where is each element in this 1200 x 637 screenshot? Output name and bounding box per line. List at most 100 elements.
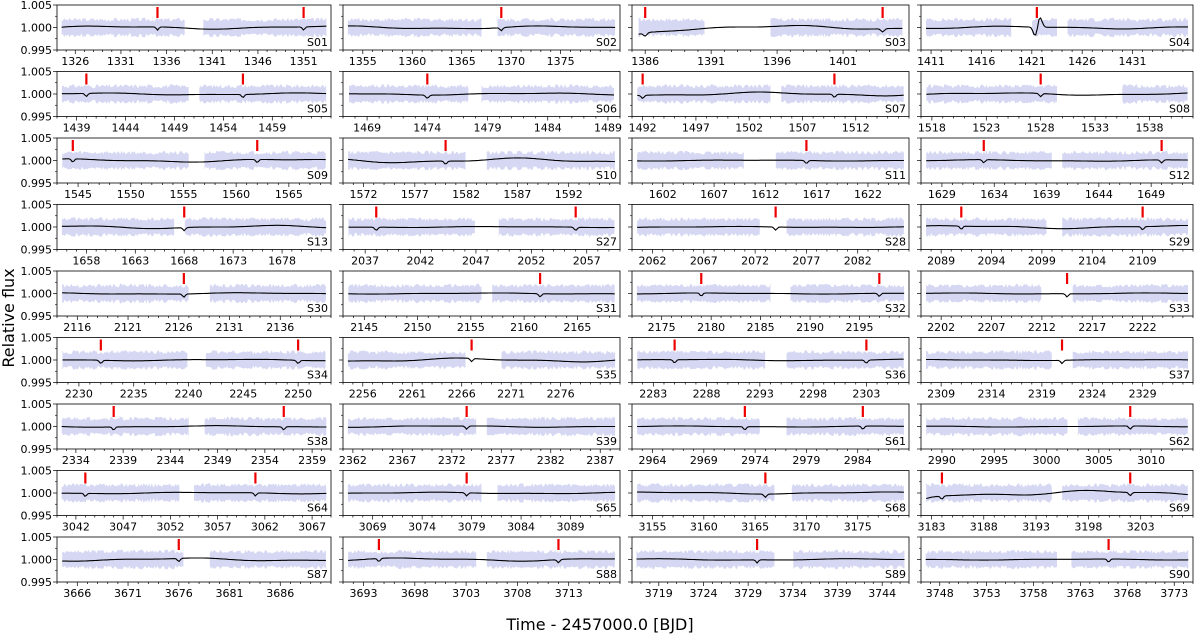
x-tick-label: 1484: [534, 122, 562, 135]
model-flux-line: [637, 225, 904, 231]
x-tick-label: 2339: [109, 454, 137, 467]
y-axis: [628, 337, 632, 383]
sector-label: S33: [1169, 302, 1190, 315]
x-tick-label: 2121: [114, 321, 142, 334]
model-flux-line: [636, 292, 905, 298]
x-tick-label: 1459: [258, 122, 286, 135]
model-flux-line: [637, 159, 904, 164]
x-tick-label: 3703: [452, 587, 480, 600]
x-tick-label: 2230: [65, 388, 93, 401]
sector-label: S02: [596, 36, 617, 49]
x-tick-label: 1386: [631, 55, 659, 68]
y-axis: [917, 204, 921, 250]
x-tick-label: 3170: [792, 521, 820, 534]
y-tick-label: 0.995: [21, 576, 53, 589]
y-axis: [339, 71, 343, 117]
y-tick-label: 1.005: [21, 465, 53, 478]
y-axis: [628, 4, 632, 51]
raw-flux-segment: [184, 217, 327, 237]
y-tick-label: 1.000: [21, 88, 53, 101]
sector-label: S38: [307, 435, 328, 448]
panel-s87: 3666 3671 3676 3681 3686 0.995 1.000 1.005 S87: [21, 531, 332, 600]
x-tick-label: 1617: [803, 188, 831, 201]
panel-s32: 2175 2180 2185 2190 2195 S32: [628, 270, 910, 334]
x-axis: 1658 1663 1668 1673 1678: [56, 249, 332, 268]
y-axis: 0.995 1.000 1.005: [21, 398, 57, 456]
x-axis: 2964 2969 2974 2979 2984: [631, 449, 910, 467]
y-axis: [917, 137, 921, 184]
y-axis: [339, 4, 343, 51]
sector-label: S65: [596, 502, 617, 515]
x-tick-label: 1497: [682, 122, 710, 135]
x-tick-label: 2250: [284, 388, 312, 401]
panel-s90: 3748 3753 3758 3763 3768 3773 S90: [917, 536, 1194, 600]
x-tick-label: 2324: [1078, 388, 1106, 401]
model-flux-line: [347, 25, 616, 32]
x-tick-label: 2349: [204, 454, 232, 467]
y-axis: 0.995 1.000 1.005: [21, 465, 57, 523]
x-tick-label: 2372: [438, 454, 466, 467]
x-tick-label: 3057: [204, 521, 232, 534]
raw-flux-band: [637, 84, 904, 104]
y-axis-title: Relative flux: [0, 268, 18, 367]
x-axis: 2202 2207 2212 2217 2222: [920, 316, 1194, 334]
x-tick-label: 3693: [350, 587, 378, 600]
panel-s12: 1629 1634 1639 1644 1649 S12: [917, 137, 1194, 201]
x-tick-label: 3724: [689, 587, 717, 600]
x-tick-label: 3734: [779, 587, 807, 600]
y-tick-label: 1.005: [21, 0, 53, 12]
panel-s37: 2309 2314 2319 2324 2329 S37: [917, 337, 1194, 401]
panel-s88: 3693 3698 3703 3708 3713 S88: [339, 536, 621, 600]
x-axis: 2175 2180 2185 2190 2195: [631, 316, 910, 334]
model-flux-line: [347, 357, 616, 363]
x-tick-label: 3067: [298, 521, 326, 534]
raw-flux-segment: [486, 416, 616, 437]
raw-flux-band: [62, 549, 326, 570]
x-tick-label: 2207: [978, 321, 1006, 334]
x-tick-label: 3729: [734, 587, 762, 600]
x-tick-label: 1658: [72, 255, 100, 268]
x-tick-label: 2175: [648, 321, 676, 334]
x-tick-label: 1479: [474, 122, 502, 135]
model-flux-line: [926, 489, 1188, 500]
x-tick-label: 3052: [156, 521, 184, 534]
x-tick-label: 2245: [229, 388, 257, 401]
sector-label: S07: [885, 103, 906, 116]
y-tick-label: 0.995: [21, 377, 53, 390]
model-flux-line: [61, 491, 327, 498]
x-tick-label: 2334: [62, 454, 90, 467]
panel-s35: 2256 2261 2266 2271 2276 S35: [339, 337, 621, 401]
x-tick-label: 2283: [639, 388, 667, 401]
y-axis: [917, 337, 921, 383]
model-flux-line: [925, 558, 1189, 563]
y-tick-label: 1.000: [21, 22, 53, 35]
x-axis: 3719 3724 3729 3734 3739 3744: [631, 582, 910, 600]
panel-s62: 2990 2995 3000 3005 3010 S62: [917, 403, 1194, 467]
y-tick-label: 1.005: [21, 199, 53, 212]
sector-label: S29: [1169, 236, 1190, 249]
x-tick-label: 2995: [980, 454, 1008, 467]
x-tick-label: 2387: [586, 454, 614, 467]
raw-flux-segment: [1062, 483, 1188, 503]
y-tick-label: 1.000: [21, 155, 53, 168]
y-tick-label: 1.000: [21, 354, 53, 367]
raw-flux-segment: [481, 84, 614, 104]
raw-flux-band: [347, 350, 616, 370]
x-tick-label: 3671: [114, 587, 142, 600]
x-tick-label: 3005: [1085, 454, 1113, 467]
x-tick-label: 3062: [251, 521, 279, 534]
x-tick-label: 3768: [1113, 587, 1141, 600]
y-axis: 0.995 1.000 1.005: [21, 265, 57, 323]
panel-s04: 1411 1416 1421 1426 1431 S04: [917, 4, 1194, 68]
x-tick-label: 3753: [973, 587, 1001, 600]
y-axis: [339, 137, 343, 184]
sector-label: S03: [885, 36, 906, 49]
x-tick-label: 2165: [563, 321, 591, 334]
x-axis: 2362 2367 2372 2377 2382 2387: [339, 449, 621, 467]
model-flux-line: [62, 292, 326, 298]
raw-flux-segment: [501, 350, 616, 370]
y-axis: [628, 536, 632, 583]
raw-flux-segment: [926, 84, 1057, 104]
x-tick-label: 2185: [747, 321, 775, 334]
